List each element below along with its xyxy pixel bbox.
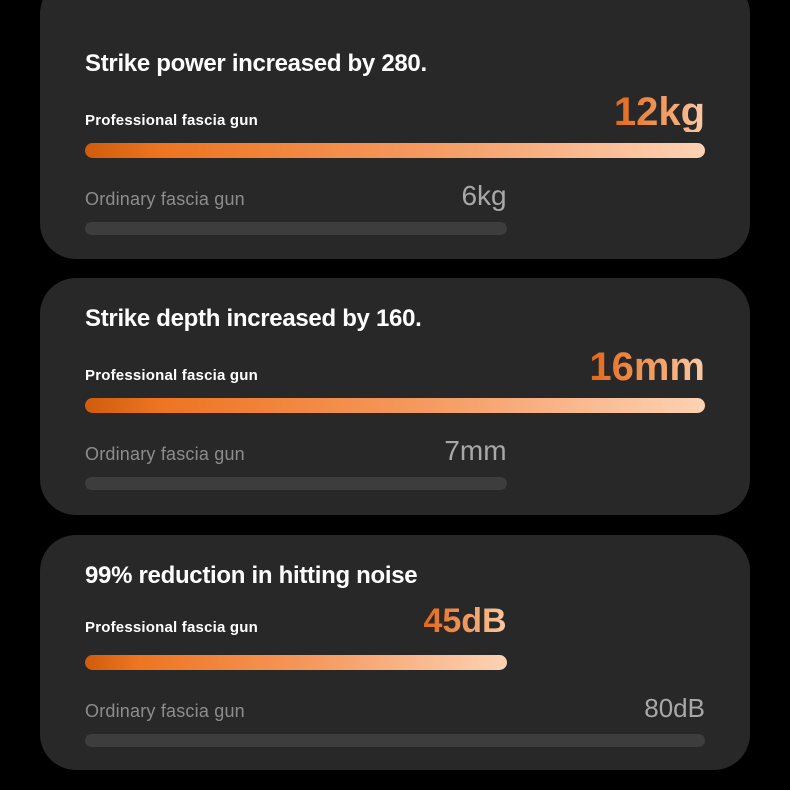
professional-label: Professional fascia gun	[85, 112, 258, 129]
professional-value: 16mm	[589, 345, 705, 389]
professional-label: Professional fascia gun	[85, 619, 258, 636]
ordinary-value: 7mm	[444, 435, 507, 466]
professional-bar-fill	[85, 655, 507, 670]
ordinary-label: Ordinary fascia gun	[85, 189, 245, 209]
ordinary-row: Ordinary fascia gun 7mm	[85, 437, 507, 465]
ordinary-label: Ordinary fascia gun	[85, 444, 245, 464]
professional-row: Professional fascia gun 45dB	[85, 604, 507, 644]
strike-depth-card: Strike depth increased by 160. Professio…	[40, 278, 750, 515]
professional-label: Professional fascia gun	[85, 367, 258, 384]
professional-bar-track	[85, 655, 705, 670]
ordinary-row: Ordinary fascia gun 6kg	[85, 182, 507, 210]
professional-bar-track	[85, 398, 705, 413]
ordinary-bar-fill	[85, 734, 705, 747]
professional-row: Professional fascia gun 12kg	[85, 92, 705, 132]
professional-row: Professional fascia gun 16mm	[85, 347, 705, 387]
card-title: 99% reduction in hitting noise	[85, 562, 418, 589]
ordinary-row: Ordinary fascia gun 80dB	[85, 694, 705, 722]
ordinary-label: Ordinary fascia gun	[85, 701, 245, 721]
ordinary-bar-fill	[85, 477, 507, 490]
professional-bar-fill	[85, 143, 705, 158]
professional-value: 45dB	[423, 602, 507, 640]
ordinary-value: 6kg	[461, 180, 507, 211]
strike-power-card: Strike power increased by 280. Professio…	[40, 0, 750, 259]
ordinary-bar-track	[85, 734, 705, 747]
professional-bar-track	[85, 143, 705, 158]
ordinary-bar-fill	[85, 222, 507, 235]
card-title: Strike power increased by 280.	[85, 50, 427, 77]
professional-value: 12kg	[613, 90, 705, 134]
ordinary-value: 80dB	[644, 693, 705, 723]
ordinary-bar-track	[85, 477, 705, 490]
professional-bar-fill	[85, 398, 705, 413]
card-title: Strike depth increased by 160.	[85, 305, 422, 332]
noise-reduction-card: 99% reduction in hitting noise Professio…	[40, 535, 750, 770]
ordinary-bar-track	[85, 222, 705, 235]
